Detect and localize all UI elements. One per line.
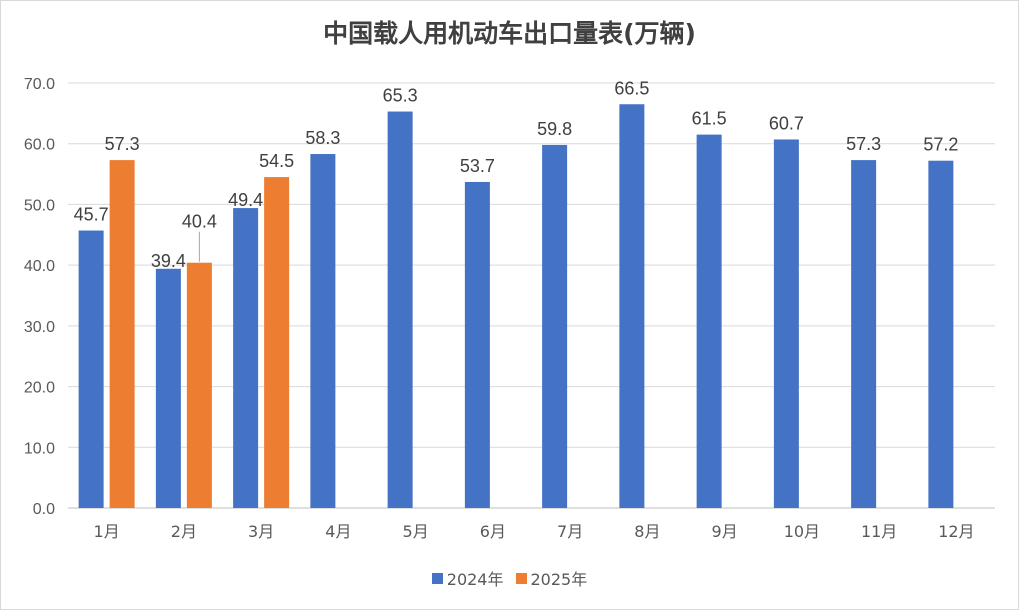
legend-label-2025: 2025年 — [530, 570, 588, 589]
data-label: 57.3 — [105, 134, 140, 154]
data-label: 60.7 — [769, 113, 804, 133]
x-tick-label: 5月 — [403, 522, 429, 541]
data-label: 53.7 — [460, 156, 495, 176]
bar-2024 — [619, 104, 645, 508]
legend-label-2024: 2024年 — [446, 570, 504, 589]
bar-2025 — [264, 177, 290, 508]
y-tick-label: 10.0 — [24, 440, 55, 457]
data-label: 65.3 — [383, 86, 418, 106]
x-tick-label: 11月 — [861, 522, 897, 541]
legend-swatch-2025 — [515, 572, 527, 584]
bar-2025 — [186, 262, 212, 508]
x-tick-label: 1月 — [94, 522, 120, 541]
y-tick-label: 0.0 — [33, 501, 55, 518]
x-tick-label: 12月 — [938, 522, 974, 541]
x-tick-label: 2月 — [171, 522, 197, 541]
bar-2024 — [78, 230, 104, 509]
data-label: 58.3 — [305, 128, 340, 148]
y-tick-label: 70.0 — [24, 76, 55, 93]
bar-2024 — [310, 154, 336, 509]
data-label: 61.5 — [692, 109, 727, 129]
y-tick-label: 40.0 — [24, 258, 55, 275]
bar-2024 — [464, 181, 490, 508]
legend-swatch-2024 — [431, 572, 443, 584]
chart-title: 中国载人用机动车出口量表(万辆) — [323, 19, 696, 48]
data-label: 40.4 — [182, 212, 217, 232]
data-label: 39.4 — [151, 251, 186, 271]
y-tick-label: 20.0 — [24, 380, 55, 397]
x-tick-label: 9月 — [712, 522, 738, 541]
y-tick-label: 50.0 — [24, 197, 55, 214]
x-tick-label: 10月 — [784, 522, 820, 541]
data-label: 57.2 — [923, 135, 958, 155]
data-label: 49.4 — [228, 190, 263, 210]
bar-2024 — [851, 160, 877, 508]
bar-2024 — [696, 134, 722, 508]
bar-2024 — [773, 139, 799, 508]
bar-2025 — [109, 160, 135, 508]
data-label: 45.7 — [74, 205, 109, 225]
y-tick-label: 60.0 — [24, 137, 55, 154]
bar-2024 — [155, 268, 181, 508]
data-label: 57.3 — [846, 134, 881, 154]
x-tick-label: 4月 — [325, 522, 351, 541]
data-label: 59.8 — [537, 119, 572, 139]
legend: 2024年 2025年 — [0, 566, 1019, 590]
y-tick-label: 30.0 — [24, 319, 55, 336]
x-tick-label: 7月 — [557, 522, 583, 541]
bar-2024 — [233, 208, 259, 509]
x-tick-label: 3月 — [248, 522, 274, 541]
bar-2024 — [542, 144, 568, 508]
data-label: 66.5 — [614, 78, 649, 98]
x-tick-label: 8月 — [634, 522, 660, 541]
data-label: 54.5 — [259, 151, 294, 171]
x-tick-label: 6月 — [480, 522, 506, 541]
legend-item-2024: 2024年 — [431, 566, 504, 590]
legend-item-2025: 2025年 — [515, 566, 588, 590]
bar-2024 — [928, 160, 954, 508]
bar-2024 — [387, 111, 413, 509]
